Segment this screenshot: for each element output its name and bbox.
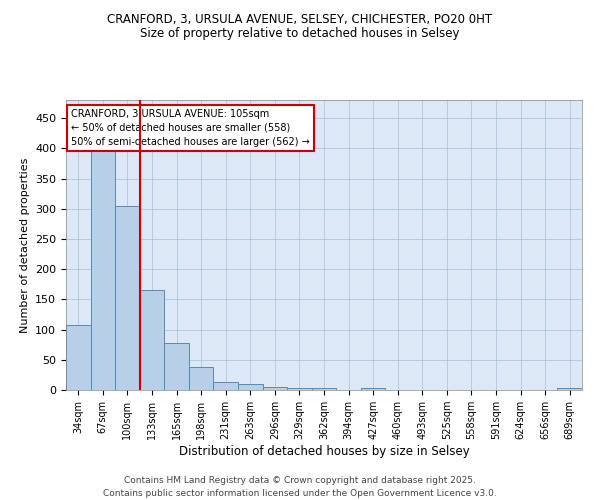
Bar [557,388,582,390]
Bar [287,388,312,390]
Bar [189,367,214,390]
Bar [214,382,238,390]
Text: CRANFORD, 3, URSULA AVENUE, SELSEY, CHICHESTER, PO20 0HT: CRANFORD, 3, URSULA AVENUE, SELSEY, CHIC… [107,12,493,26]
Text: Size of property relative to detached houses in Selsey: Size of property relative to detached ho… [140,28,460,40]
Bar [263,387,287,390]
Y-axis label: Number of detached properties: Number of detached properties [20,158,29,332]
Text: CRANFORD, 3 URSULA AVENUE: 105sqm
← 50% of detached houses are smaller (558)
50%: CRANFORD, 3 URSULA AVENUE: 105sqm ← 50% … [71,108,310,146]
Text: Contains HM Land Registry data © Crown copyright and database right 2025.
Contai: Contains HM Land Registry data © Crown c… [103,476,497,498]
Bar [238,384,263,390]
Bar [312,388,336,390]
Bar [115,206,140,390]
Bar [140,290,164,390]
Bar [361,388,385,390]
Bar [66,326,91,390]
Bar [164,344,189,390]
X-axis label: Distribution of detached houses by size in Selsey: Distribution of detached houses by size … [179,445,469,458]
Bar [91,144,115,390]
